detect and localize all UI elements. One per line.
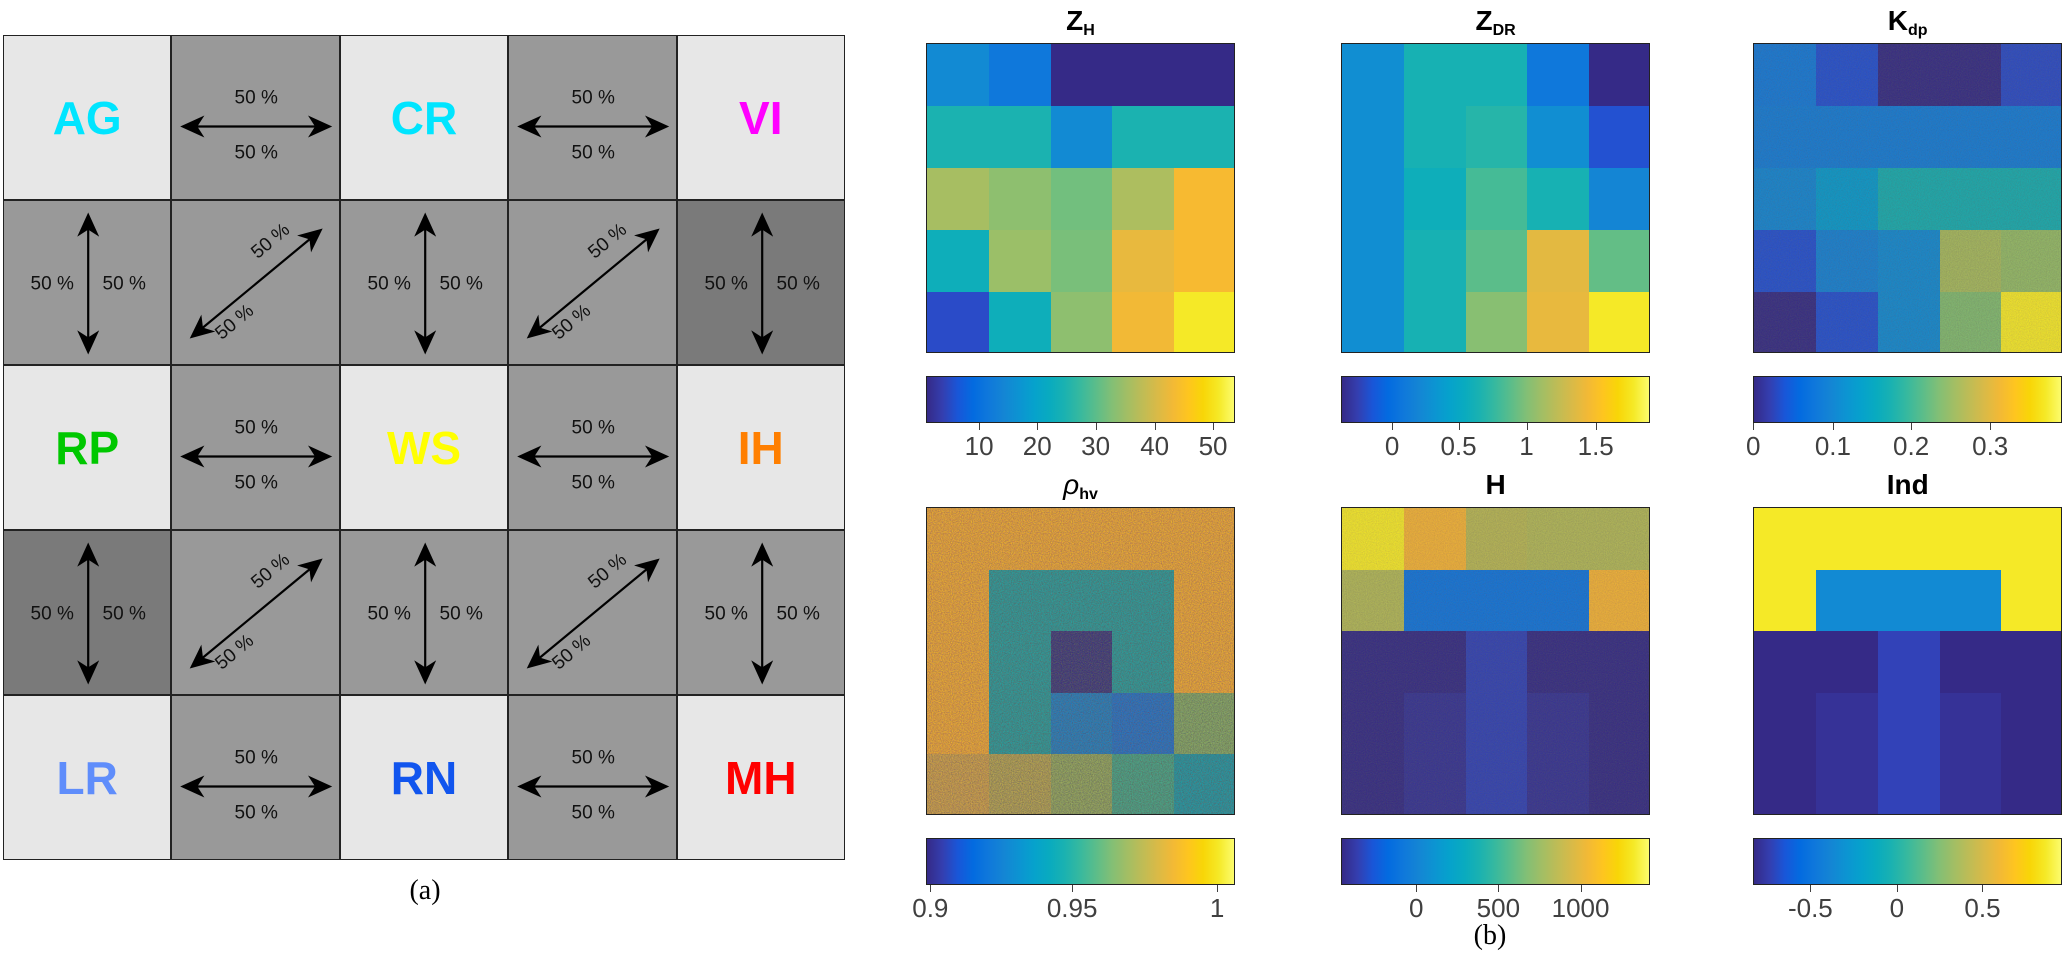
svg-text:50 %: 50 % (572, 143, 615, 164)
svg-text:50 %: 50 % (367, 274, 410, 295)
svg-text:50 %: 50 % (235, 88, 278, 109)
svg-text:50 %: 50 % (572, 803, 615, 824)
svg-text:50 %: 50 % (103, 274, 146, 295)
svg-text:50 %: 50 % (776, 274, 819, 295)
svg-text:50 %: 50 % (31, 604, 74, 625)
svg-text:50 %: 50 % (235, 418, 278, 439)
svg-text:50 %: 50 % (572, 418, 615, 439)
svg-text:50 %: 50 % (704, 274, 747, 295)
svg-text:50 %: 50 % (549, 300, 596, 344)
svg-text:50 %: 50 % (704, 604, 747, 625)
svg-text:50 %: 50 % (103, 604, 146, 625)
svg-text:50 %: 50 % (235, 748, 278, 769)
svg-text:50 %: 50 % (439, 604, 482, 625)
svg-text:50 %: 50 % (235, 803, 278, 824)
svg-text:50 %: 50 % (776, 604, 819, 625)
svg-text:50 %: 50 % (235, 473, 278, 494)
svg-text:50 %: 50 % (572, 473, 615, 494)
svg-text:50 %: 50 % (572, 88, 615, 109)
svg-text:50 %: 50 % (212, 630, 259, 674)
svg-text:50 %: 50 % (31, 274, 74, 295)
svg-text:50 %: 50 % (235, 143, 278, 164)
svg-text:50 %: 50 % (572, 748, 615, 769)
svg-text:50 %: 50 % (439, 274, 482, 295)
svg-text:50 %: 50 % (367, 604, 410, 625)
svg-text:50 %: 50 % (212, 300, 259, 344)
svg-text:50 %: 50 % (549, 630, 596, 674)
